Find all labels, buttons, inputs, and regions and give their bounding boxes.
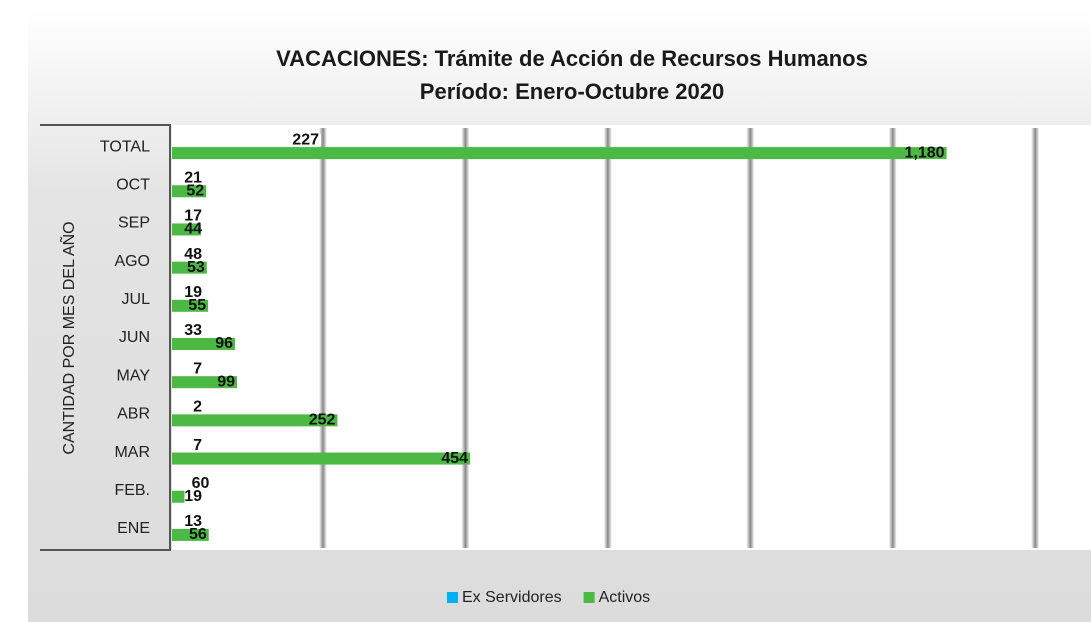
bar xyxy=(172,414,338,427)
bar xyxy=(172,325,194,337)
bar xyxy=(172,185,207,198)
y-tick-label: MAY xyxy=(117,367,151,384)
legend-swatch xyxy=(583,592,595,603)
grid-line xyxy=(318,128,327,548)
y-tick-label: SEP xyxy=(118,215,150,232)
data-label: 7 xyxy=(193,437,202,454)
grid-line xyxy=(746,128,755,548)
bar xyxy=(172,172,186,185)
legend-swatch xyxy=(447,592,458,603)
y-tick-label: ENE xyxy=(117,520,150,537)
bar xyxy=(172,528,209,541)
data-label: 17 xyxy=(184,208,202,225)
data-label: 13 xyxy=(184,513,202,530)
data-label: 7 xyxy=(193,360,202,377)
bar xyxy=(172,261,207,274)
bar xyxy=(172,515,181,528)
data-label: 252 xyxy=(309,412,336,429)
bar xyxy=(172,248,204,261)
grid-line xyxy=(1031,128,1040,548)
bar xyxy=(172,376,237,389)
data-label: 33 xyxy=(184,322,202,339)
bar xyxy=(172,490,185,503)
bar xyxy=(172,134,322,147)
bar xyxy=(172,477,212,490)
legend-label: Ex Servidores xyxy=(462,589,562,606)
y-tick-label: MAR xyxy=(114,444,150,461)
bar xyxy=(172,452,471,465)
data-label: 53 xyxy=(187,259,205,276)
bar xyxy=(172,439,177,452)
bar xyxy=(172,286,185,299)
data-label: 52 xyxy=(186,182,204,199)
bar xyxy=(172,401,174,414)
data-label: 21 xyxy=(184,169,202,186)
data-label: 55 xyxy=(188,297,206,314)
chart-subtitle: Período: Enero-Octubre 2020 xyxy=(420,79,724,104)
data-label: 227 xyxy=(292,131,319,148)
y-tick-label: OCT xyxy=(116,176,150,193)
legend-label: Activos xyxy=(599,589,651,606)
y-tick-label: JUL xyxy=(122,291,151,308)
bar xyxy=(172,338,236,350)
data-label: 44 xyxy=(184,221,202,238)
plot-area xyxy=(172,125,1091,550)
data-label: 60 xyxy=(192,475,210,492)
grid-line xyxy=(461,128,470,548)
bar xyxy=(172,299,209,312)
data-label: 19 xyxy=(184,488,202,505)
chart-title: VACACIONES: Trámite de Acción de Recurso… xyxy=(276,46,868,71)
data-label: 19 xyxy=(184,284,202,301)
y-tick-label: TOTAL xyxy=(100,138,150,155)
data-label: 99 xyxy=(217,373,235,390)
grid-line xyxy=(888,128,897,548)
bar xyxy=(172,363,177,376)
bar xyxy=(172,147,947,160)
grid-line xyxy=(603,128,612,548)
y-axis-label: CANTIDAD POR MES DEL AÑO xyxy=(58,221,78,454)
bar xyxy=(172,210,184,223)
data-label: 56 xyxy=(189,526,207,543)
data-label: 2 xyxy=(193,399,202,416)
data-label: 454 xyxy=(441,450,468,467)
bar xyxy=(172,223,201,236)
axis-box xyxy=(40,124,171,551)
y-tick-label: AGO xyxy=(114,253,150,270)
data-label: 96 xyxy=(215,335,233,352)
y-tick-label: FEB. xyxy=(114,482,150,499)
data-label: 1,180 xyxy=(905,144,945,161)
y-tick-label: ABR xyxy=(117,406,150,423)
data-label: 48 xyxy=(184,246,202,263)
y-tick-label: JUN xyxy=(119,329,150,346)
